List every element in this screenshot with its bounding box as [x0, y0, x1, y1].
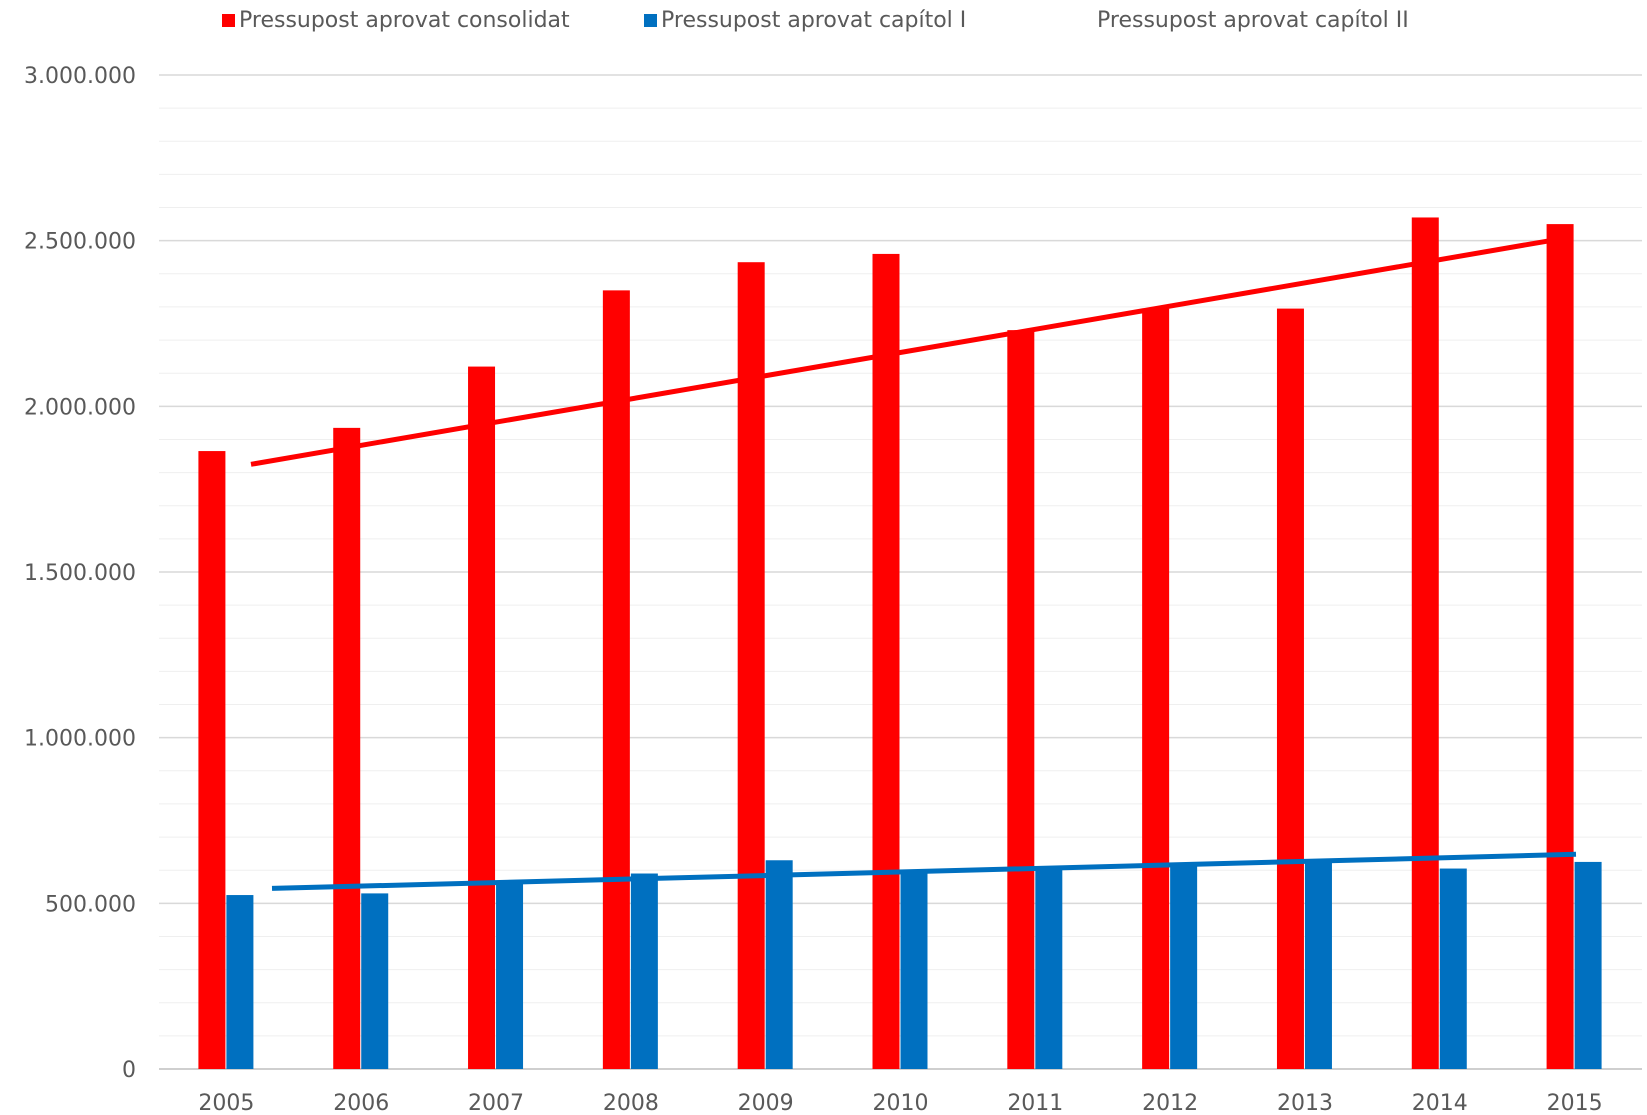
legend-label-consolidat: Pressupost aprovat consolidat — [239, 8, 570, 33]
x-tick-label: 2014 — [1412, 1091, 1468, 1115]
bar-capitol-i — [765, 860, 793, 1069]
x-tick-label: 2011 — [1007, 1091, 1063, 1115]
x-tick-label: 2012 — [1142, 1091, 1198, 1115]
y-tick-label: 2.500.000 — [24, 230, 136, 255]
bar-consolidat — [737, 262, 765, 1069]
bar-capitol-i — [1170, 863, 1198, 1069]
bar-capitol-i — [1574, 861, 1602, 1069]
bar-consolidat — [1411, 217, 1439, 1069]
bar-consolidat — [872, 253, 900, 1070]
bar-consolidat — [198, 451, 226, 1069]
legend-swatch-blue — [644, 14, 657, 27]
bar-capitol-i — [630, 873, 658, 1069]
trendline — [271, 851, 1577, 891]
legend-swatch-red — [222, 14, 235, 27]
trendline — [250, 238, 1551, 467]
legend-item-consolidat: Pressupost aprovat consolidat — [222, 8, 570, 33]
legend-label-capitol-i: Pressupost aprovat capítol I — [661, 8, 967, 33]
x-tick-label: 2009 — [738, 1091, 794, 1115]
y-tick-label: 500.000 — [45, 892, 136, 917]
x-tick-label: 2015 — [1547, 1091, 1603, 1115]
y-tick-label: 0 — [122, 1058, 136, 1083]
x-tick-label: 2005 — [198, 1091, 254, 1115]
bar-capitol-i — [900, 870, 928, 1069]
bar-capitol-i — [226, 895, 254, 1069]
y-tick-label: 3.000.000 — [24, 64, 136, 89]
x-tick-label: 2008 — [603, 1091, 659, 1115]
bar-consolidat — [1546, 224, 1574, 1070]
y-tick-label: 1.500.000 — [24, 561, 136, 586]
bar-consolidat — [1007, 330, 1035, 1069]
legend: Pressupost aprovat consolidat Pressupost… — [0, 8, 1647, 38]
bar-consolidat — [1142, 308, 1170, 1070]
bar-consolidat — [1276, 308, 1304, 1070]
bar-capitol-i — [1035, 866, 1063, 1069]
x-tick-label: 2013 — [1277, 1091, 1333, 1115]
x-tick-label: 2010 — [873, 1091, 929, 1115]
y-tick-label: 1.000.000 — [24, 727, 136, 752]
legend-label-capitol-ii: Pressupost aprovat capítol II — [1097, 8, 1409, 33]
bar-consolidat — [333, 427, 361, 1069]
bar-capitol-i — [1439, 868, 1467, 1069]
x-tick-label: 2007 — [468, 1091, 524, 1115]
bar-consolidat — [602, 290, 630, 1069]
legend-item-capitol-i: Pressupost aprovat capítol I — [644, 8, 966, 33]
bar-capitol-i — [1304, 860, 1332, 1069]
bar-capitol-i — [496, 883, 524, 1069]
legend-item-capitol-ii: Pressupost aprovat capítol II — [1097, 8, 1409, 33]
x-tick-label: 2006 — [333, 1091, 389, 1115]
bar-consolidat — [468, 366, 496, 1069]
y-tick-label: 2.000.000 — [24, 395, 136, 420]
bar-capitol-i — [361, 893, 389, 1069]
